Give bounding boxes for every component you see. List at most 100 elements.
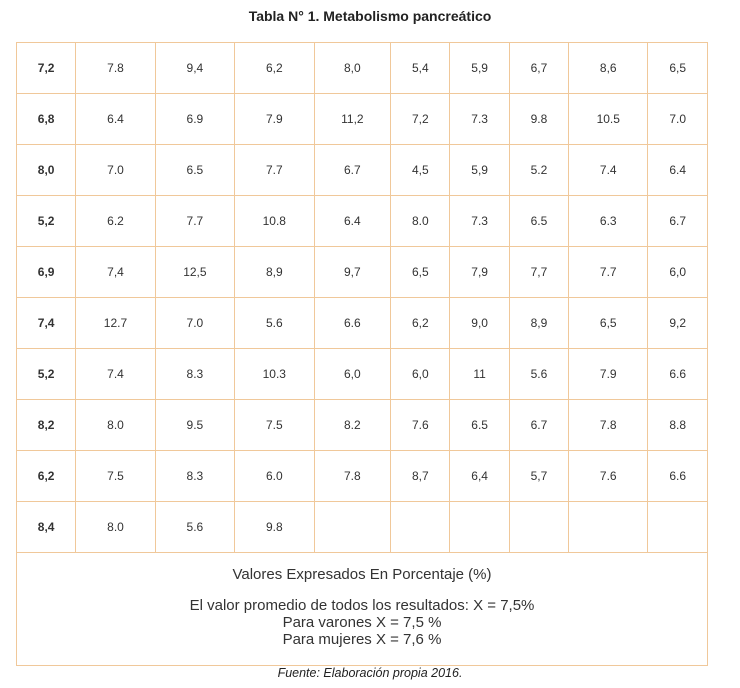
table-cell: 6.5 <box>449 399 510 451</box>
table-row: 8,4 8.0 5.6 9.8 <box>15 501 708 553</box>
table-cell: 9.8 <box>234 501 315 553</box>
table-cell: 7.3 <box>449 93 510 145</box>
table-cell: 5,4 <box>390 42 451 94</box>
table-cell: 12,5 <box>154 246 236 298</box>
table-cell: 6.5 <box>508 195 570 247</box>
table-cell: 7.6 <box>568 450 649 502</box>
table-cell: 7,4 <box>15 297 77 349</box>
table-row: 5,2 6.2 7.7 10.8 6.4 8.0 7.3 6.5 6.3 6.7 <box>15 195 708 247</box>
table-cell: 7.7 <box>568 246 649 298</box>
table-cell: 8,9 <box>234 246 315 298</box>
table-row: 8,0 7.0 6.5 7.7 6.7 4,5 5,9 5.2 7.4 6.4 <box>15 144 708 196</box>
table-cell <box>390 501 451 553</box>
table-cell: 8,2 <box>15 399 77 451</box>
table-cell: 5,2 <box>15 348 77 400</box>
table-cell: 7.8 <box>568 399 649 451</box>
table-cell: 6,9 <box>15 246 77 298</box>
table-cell: 6.2 <box>75 195 156 247</box>
table-cell: 6.6 <box>313 297 392 349</box>
table-cell: 7.0 <box>154 297 236 349</box>
table-cell: 8,7 <box>390 450 451 502</box>
table-cell: 8.3 <box>154 348 236 400</box>
table-cell: 5,2 <box>15 195 77 247</box>
table-cell: 6.3 <box>568 195 649 247</box>
table-cell: 7,2 <box>15 42 77 94</box>
table-cell: 6.6 <box>647 450 708 502</box>
table-cell: 7.8 <box>313 450 392 502</box>
table-cell: 7.5 <box>234 399 315 451</box>
table-cell: 8,9 <box>508 297 570 349</box>
table-cell: 8,6 <box>568 42 649 94</box>
table-cell: 7.7 <box>234 144 315 196</box>
table-cell: 7,4 <box>75 246 156 298</box>
table-cell: 5,9 <box>449 42 510 94</box>
mean-women: Para mujeres X = 7,6 % <box>282 631 442 648</box>
table-cell: 5.6 <box>234 297 315 349</box>
table-cell: 6,0 <box>313 348 392 400</box>
table-cell: 7.8 <box>75 42 156 94</box>
table-cell: 9,0 <box>449 297 510 349</box>
table-cell: 7.0 <box>75 144 156 196</box>
table-row: 6,2 7.5 8.3 6.0 7.8 8,7 6,4 5,7 7.6 6.6 <box>15 450 708 502</box>
table-cell <box>647 501 708 553</box>
table-cell: 10.5 <box>568 93 649 145</box>
table-cell: 11 <box>449 348 510 400</box>
table-cell: 7.9 <box>234 93 315 145</box>
table-cell: 6.0 <box>234 450 315 502</box>
table-cell: 6,8 <box>15 93 77 145</box>
table-cell: 6.9 <box>154 93 236 145</box>
table-cell: 9,4 <box>154 42 236 94</box>
table-cell: 6.7 <box>647 195 708 247</box>
table-cell: 9.5 <box>154 399 236 451</box>
table-cell: 6.4 <box>647 144 708 196</box>
table-cell: 10.3 <box>234 348 315 400</box>
table-cell: 6.4 <box>75 93 156 145</box>
table-cell <box>449 501 510 553</box>
table-cell: 9,7 <box>313 246 392 298</box>
table-cell: 11,2 <box>313 93 392 145</box>
table-cell: 8,0 <box>313 42 392 94</box>
table-cell: 6.5 <box>154 144 236 196</box>
table-cell <box>508 501 570 553</box>
table-cell: 6,5 <box>647 42 708 94</box>
source-note: Fuente: Elaboración propia 2016. <box>277 666 463 680</box>
table-footer: Valores Expresados En Porcentaje (%) El … <box>16 552 708 666</box>
table-cell: 8.0 <box>390 195 451 247</box>
data-table: 7,2 7.8 9,4 6,2 8,0 5,4 5,9 6,7 8,6 6,5 6,8 6.4 6.9 7… <box>15 42 708 666</box>
table-cell: 6,5 <box>568 297 649 349</box>
table-cell: 5,9 <box>449 144 510 196</box>
table-cell: 7.0 <box>647 93 708 145</box>
table-cell: 6,2 <box>15 450 77 502</box>
table-cell: 6.6 <box>647 348 708 400</box>
table-cell: 5.2 <box>508 144 570 196</box>
table-cell: 6.7 <box>508 399 570 451</box>
table-cell: 6,7 <box>508 42 570 94</box>
table-cell: 7.5 <box>75 450 156 502</box>
table-cell: 6,5 <box>390 246 451 298</box>
table-row: 7,4 12.7 7.0 5.6 6.6 6,2 9,0 8,9 6,5 9,2 <box>15 297 708 349</box>
table-cell: 6,0 <box>647 246 708 298</box>
table-cell: 7.4 <box>75 348 156 400</box>
table-row: 5,2 7.4 8.3 10.3 6,0 6,0 11 5.6 7.9 6.6 <box>15 348 708 400</box>
table-row: 8,2 8.0 9.5 7.5 8.2 7.6 6.5 6.7 7.8 8.8 <box>15 399 708 451</box>
table-cell: 12.7 <box>75 297 156 349</box>
table-cell: 6,0 <box>390 348 451 400</box>
table-row: 6,8 6.4 6.9 7.9 11,2 7,2 7.3 9.8 10.5 7.0 <box>15 93 708 145</box>
table-cell: 6,2 <box>234 42 315 94</box>
table-cell: 8,4 <box>15 501 77 553</box>
table-cell: 5.6 <box>154 501 236 553</box>
table-cell: 7.7 <box>154 195 236 247</box>
table-cell: 7,2 <box>390 93 451 145</box>
table-cell: 6,2 <box>390 297 451 349</box>
table-cell: 9.8 <box>508 93 570 145</box>
table-row: 7,2 7.8 9,4 6,2 8,0 5,4 5,9 6,7 8,6 6,5 <box>15 42 708 94</box>
table-cell: 7.9 <box>568 348 649 400</box>
table-cell: 6.4 <box>313 195 392 247</box>
table-title: Tabla N° 1. Metabolismo pancreático <box>248 8 492 24</box>
table-cell: 8.3 <box>154 450 236 502</box>
table-cell: 8,0 <box>15 144 77 196</box>
table-cell <box>568 501 649 553</box>
table-row: 6,9 7,4 12,5 8,9 9,7 6,5 7,9 7,7 7.7 6,0 <box>15 246 708 298</box>
table-cell: 4,5 <box>390 144 451 196</box>
table-cell: 8.2 <box>313 399 392 451</box>
